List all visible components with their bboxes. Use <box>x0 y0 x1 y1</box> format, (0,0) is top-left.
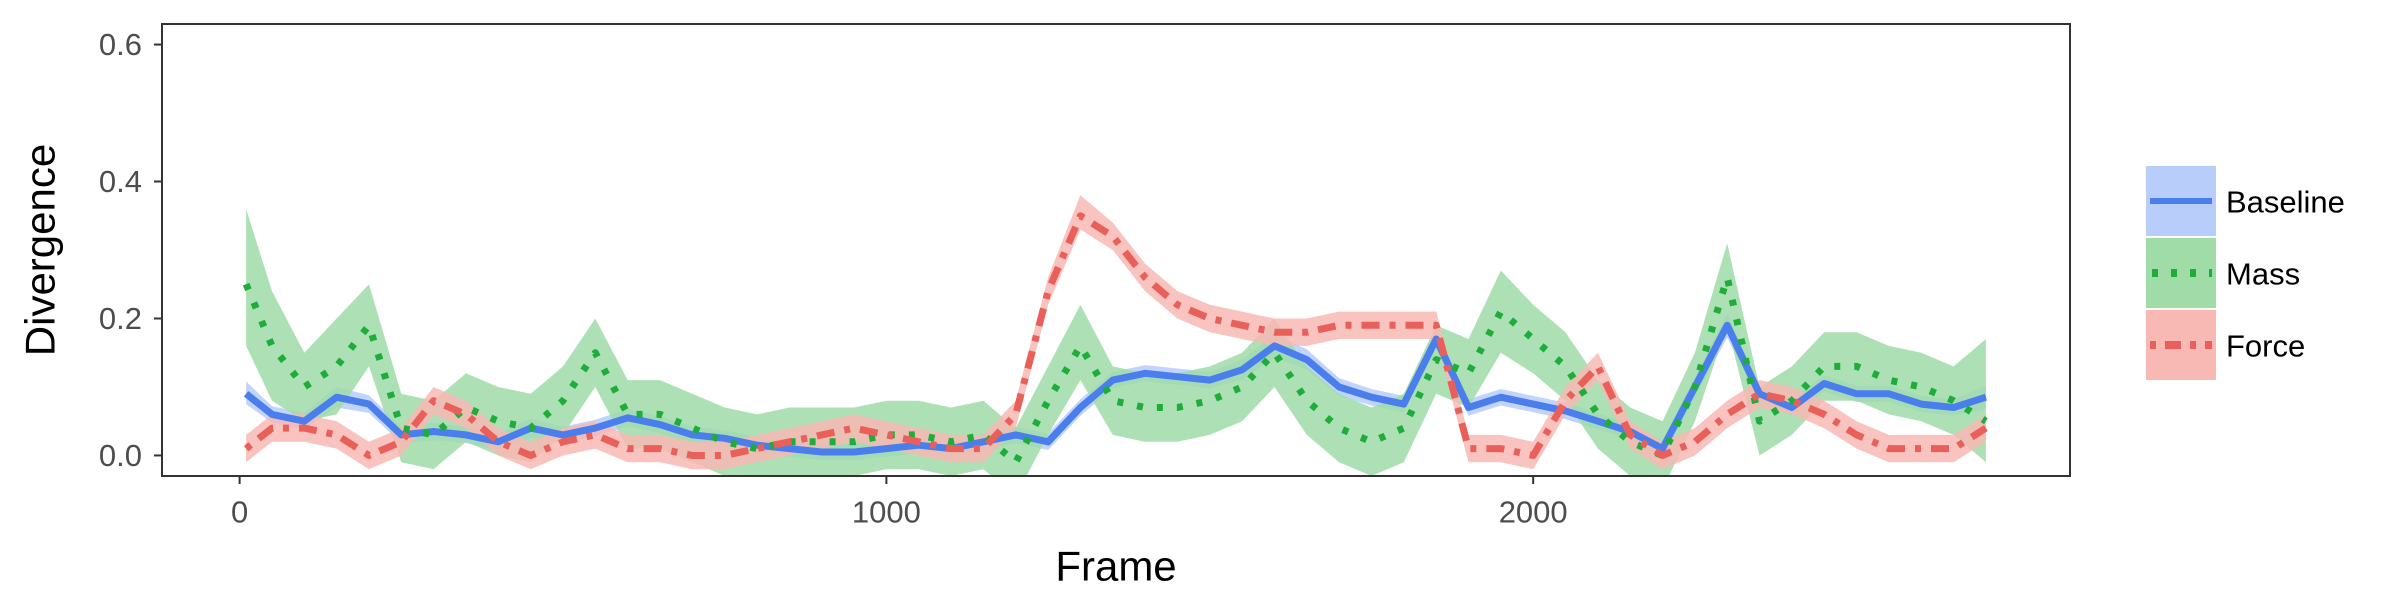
legend-label-mass: Mass <box>2226 257 2300 292</box>
y-tick-label: 0.6 <box>99 27 142 62</box>
confidence-band-mass <box>246 208 1986 476</box>
x-tick-label: 1000 <box>852 495 921 530</box>
y-axis-title: Divergence <box>17 144 64 356</box>
x-axis: 0 1000 2000 <box>231 476 1568 530</box>
y-axis: 0.0 0.2 0.4 0.6 <box>99 27 162 473</box>
series-line-force <box>243 212 1988 459</box>
x-tick-label: 0 <box>231 495 248 530</box>
series-line-mass <box>242 273 1988 466</box>
confidence-band-force <box>246 195 1986 470</box>
x-tick-label: 2000 <box>1499 495 1568 530</box>
plot-panel-border <box>161 23 2071 477</box>
y-tick-label: 0.4 <box>99 164 142 199</box>
x-axis-title: Frame <box>1055 543 1176 590</box>
legend-label-baseline: Baseline <box>2226 185 2345 220</box>
y-tick-label: 0.0 <box>99 438 142 473</box>
legend-label-force: Force <box>2226 329 2305 364</box>
y-tick-label: 0.2 <box>99 301 142 336</box>
legend: Baseline Mass Force <box>2146 166 2345 380</box>
series-layer <box>242 195 1988 476</box>
